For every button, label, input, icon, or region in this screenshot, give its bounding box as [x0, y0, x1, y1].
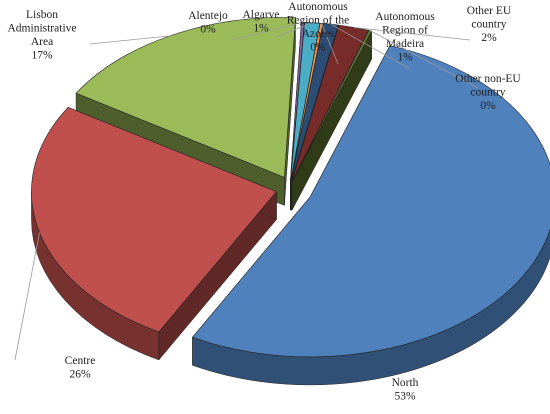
slice-name: Region of [382, 25, 428, 37]
slice-name: Alentejo [188, 10, 228, 22]
slice-percent: 0% [480, 100, 496, 112]
slice-name: Other EU [467, 5, 512, 17]
slice-percent: 1% [253, 23, 269, 35]
slice-name: Area [31, 36, 53, 48]
slice-percent: 0% [200, 24, 216, 36]
slice-name: Autonomous [375, 11, 435, 23]
pie-slice [191, 45, 550, 386]
pie-slice [31, 107, 277, 361]
slice-name: country [471, 19, 506, 31]
slice-label: Autonomous Region of the Azores 0% [287, 1, 350, 54]
leader-line [321, 23, 339, 65]
slice-name: Azores [302, 28, 335, 40]
slice-label: Other EU country 2% [467, 5, 512, 44]
slice-percent: 0% [310, 42, 326, 54]
slice-percent: 2% [481, 32, 497, 44]
leader-line [370, 30, 479, 89]
slice-percent: 26% [69, 369, 91, 381]
leader-line [353, 27, 471, 41]
slice-name: Algarve [242, 9, 279, 21]
pie-slice-top [75, 17, 296, 178]
slice-name: Other non-EU [455, 73, 521, 85]
slice-percent: 53% [394, 391, 416, 403]
leader-line [231, 21, 303, 41]
slice-name: Centre [65, 355, 96, 367]
slice-label: Other non-EU country 0% [455, 73, 521, 112]
slice-percent: 1% [397, 52, 413, 64]
slice-name: Region of the [287, 15, 350, 27]
slice-name: Lisbon [26, 9, 58, 21]
leader-line [14, 232, 40, 361]
slice-label: Lisbon Administrative Area 17% [8, 9, 77, 62]
slice-name: Administrative [8, 23, 77, 35]
slice-name: North [392, 377, 419, 389]
slice-name: Madeira [386, 38, 424, 50]
leader-line [89, 35, 171, 45]
slice-label: Alentejo 0% [188, 10, 228, 36]
leader-line [275, 22, 313, 38]
slice-label: North 53% [392, 377, 419, 403]
pie-slice [291, 30, 373, 211]
pie-slice-top [31, 107, 277, 333]
slice-label: Algarve 1% [242, 9, 279, 35]
slice-label: Autonomous Region of Madeira 1% [375, 11, 435, 64]
slice-percent: 17% [31, 50, 53, 62]
leader-line [330, 23, 411, 70]
pie-slice-top [191, 45, 550, 358]
slice-name: Autonomous [288, 1, 348, 13]
slice-label: Centre 26% [65, 355, 96, 381]
slice-name: country [470, 87, 505, 99]
